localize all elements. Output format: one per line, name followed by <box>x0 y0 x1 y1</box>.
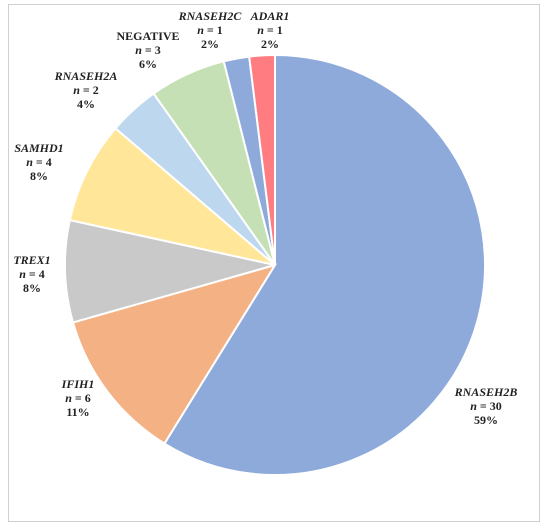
slice-label-samhd1: SAMHD1 n = 4 8% <box>14 141 63 183</box>
slice-count: n = 1 <box>257 23 283 37</box>
slice-label-rnaseh2b: RNASEH2B n = 30 59% <box>454 385 518 427</box>
pie-slice-samhd1 <box>68 126 276 266</box>
slice-percent: 6% <box>139 57 157 71</box>
pie-slice-adar1 <box>248 53 276 266</box>
slice-percent: 8% <box>23 281 41 295</box>
pie-slice-ifih1 <box>71 263 278 445</box>
slice-gene-name: RNASEH2B <box>454 385 518 399</box>
slice-count: n = 2 <box>73 83 99 97</box>
slice-percent: 8% <box>30 169 48 183</box>
slice-percent: 2% <box>261 37 279 51</box>
slice-percent: 2% <box>201 37 219 51</box>
slice-gene-name: ADAR1 <box>250 9 290 23</box>
slice-label-adar1: ADAR1 n = 1 2% <box>250 9 290 51</box>
slice-gene-name: NEGATIVE <box>116 29 179 43</box>
slice-percent: 11% <box>66 405 89 419</box>
slice-gene-name: SAMHD1 <box>14 141 63 155</box>
slice-label-ifih1: IFIH1 n = 6 11% <box>61 377 95 419</box>
slice-count: n = 3 <box>135 43 161 57</box>
slice-count: n = 1 <box>197 23 223 37</box>
slice-gene-name: TREX1 <box>13 253 50 267</box>
slice-label-trex1: TREX1 n = 4 8% <box>13 253 50 295</box>
slice-gene-name: RNASEH2A <box>54 69 118 83</box>
slice-gene-name: IFIH1 <box>61 377 95 391</box>
slice-percent: 4% <box>77 97 95 111</box>
slice-count: n = 30 <box>470 399 502 413</box>
pie-slice-rnaseh2b <box>163 53 486 476</box>
slice-label-negative: NEGATIVE n = 3 6% <box>116 29 179 71</box>
slice-count: n = 6 <box>65 391 91 405</box>
slice-label-rnaseh2a: RNASEH2A n = 2 4% <box>54 69 118 111</box>
slice-count: n = 4 <box>26 155 52 169</box>
slice-label-rnaseh2c: RNASEH2C n = 1 2% <box>178 9 243 51</box>
slice-gene-name: RNASEH2C <box>178 9 243 23</box>
pie-slice-trex1 <box>64 218 276 324</box>
slice-count: n = 4 <box>19 267 45 281</box>
slice-percent: 59% <box>474 413 498 427</box>
